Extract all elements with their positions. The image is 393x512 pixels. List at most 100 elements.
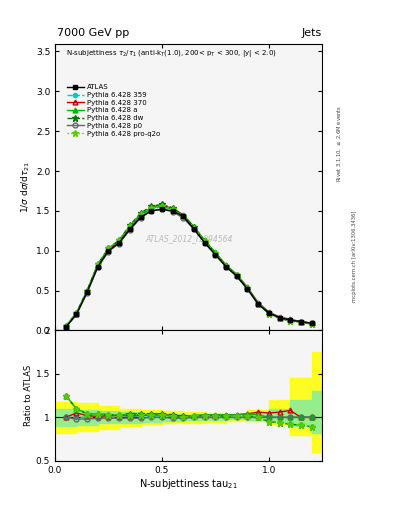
Pythia 6.428 pro-q2o — [95, 261, 100, 267]
ATLAS — [74, 311, 79, 317]
ATLAS — [85, 289, 90, 295]
ATLAS — [299, 318, 303, 325]
Pythia 6.428 p0 — [138, 215, 143, 221]
Pythia 6.428 a — [160, 203, 164, 209]
Line: ATLAS: ATLAS — [63, 207, 314, 330]
Pythia 6.428 dw — [117, 237, 121, 243]
Pythia 6.428 dw — [138, 210, 143, 217]
Pythia 6.428 370 — [170, 205, 175, 211]
X-axis label: N-subjettiness tau$_{21}$: N-subjettiness tau$_{21}$ — [139, 477, 238, 492]
Pythia 6.428 370 — [213, 250, 218, 256]
Line: Pythia 6.428 370: Pythia 6.428 370 — [63, 203, 314, 330]
Pythia 6.428 dw — [127, 222, 132, 228]
Y-axis label: 1/$\sigma$ d$\sigma$/d$\tau$$_{21}$: 1/$\sigma$ d$\sigma$/d$\tau$$_{21}$ — [19, 161, 31, 213]
ATLAS — [224, 264, 228, 270]
Text: mcplots.cern.ch [arXiv:1306.3436]: mcplots.cern.ch [arXiv:1306.3436] — [352, 210, 357, 302]
Pythia 6.428 370 — [202, 238, 207, 244]
ATLAS — [63, 324, 68, 330]
Pythia 6.428 a — [266, 310, 271, 316]
Text: 7000 GeV pp: 7000 GeV pp — [57, 28, 129, 38]
Pythia 6.428 a — [224, 262, 228, 268]
Pythia 6.428 p0 — [288, 317, 292, 323]
Pythia 6.428 pro-q2o — [288, 318, 292, 324]
Pythia 6.428 359 — [170, 206, 175, 212]
Pythia 6.428 a — [256, 300, 261, 306]
Pythia 6.428 p0 — [160, 206, 164, 212]
Pythia 6.428 pro-q2o — [245, 285, 250, 291]
Pythia 6.428 dw — [106, 245, 111, 251]
Pythia 6.428 dw — [63, 324, 68, 330]
Pythia 6.428 359 — [234, 273, 239, 279]
ATLAS — [245, 286, 250, 292]
Pythia 6.428 359 — [213, 251, 218, 258]
Pythia 6.428 dw — [85, 287, 90, 293]
Pythia 6.428 pro-q2o — [138, 211, 143, 217]
Pythia 6.428 pro-q2o — [213, 250, 218, 256]
ATLAS — [95, 264, 100, 270]
Pythia 6.428 dw — [202, 238, 207, 244]
Pythia 6.428 p0 — [192, 226, 196, 232]
Pythia 6.428 359 — [95, 264, 100, 270]
ATLAS — [256, 301, 261, 307]
Pythia 6.428 a — [170, 206, 175, 212]
Pythia 6.428 359 — [202, 240, 207, 246]
Pythia 6.428 p0 — [213, 251, 218, 258]
Pythia 6.428 359 — [127, 225, 132, 231]
Pythia 6.428 p0 — [277, 314, 282, 321]
Pythia 6.428 dw — [224, 263, 228, 269]
Pythia 6.428 dw — [160, 201, 164, 207]
Pythia 6.428 359 — [74, 311, 79, 317]
Pythia 6.428 p0 — [299, 318, 303, 325]
Pythia 6.428 dw — [149, 203, 154, 209]
Pythia 6.428 a — [117, 237, 121, 243]
Pythia 6.428 pro-q2o — [117, 237, 121, 243]
Pythia 6.428 370 — [245, 284, 250, 290]
Pythia 6.428 a — [181, 212, 185, 219]
Pythia 6.428 359 — [160, 204, 164, 210]
Pythia 6.428 p0 — [117, 241, 121, 247]
Pythia 6.428 pro-q2o — [266, 311, 271, 317]
Pythia 6.428 a — [106, 245, 111, 251]
Pythia 6.428 p0 — [256, 301, 261, 307]
Pythia 6.428 dw — [181, 212, 185, 219]
Text: Jets: Jets — [301, 28, 321, 38]
Pythia 6.428 dw — [95, 261, 100, 267]
ATLAS — [181, 214, 185, 220]
Pythia 6.428 p0 — [74, 311, 79, 317]
Pythia 6.428 a — [299, 318, 303, 325]
Pythia 6.428 a — [95, 261, 100, 267]
Pythia 6.428 p0 — [245, 286, 250, 292]
Pythia 6.428 a — [127, 223, 132, 229]
Pythia 6.428 359 — [85, 289, 90, 295]
Pythia 6.428 p0 — [85, 290, 90, 296]
Pythia 6.428 359 — [138, 214, 143, 220]
ATLAS — [106, 248, 111, 254]
ATLAS — [117, 240, 121, 246]
Pythia 6.428 370 — [85, 288, 90, 294]
Pythia 6.428 370 — [160, 202, 164, 208]
Pythia 6.428 a — [149, 205, 154, 211]
Pythia 6.428 370 — [309, 320, 314, 326]
Pythia 6.428 p0 — [234, 273, 239, 279]
ATLAS — [277, 314, 282, 321]
Pythia 6.428 dw — [299, 319, 303, 326]
Pythia 6.428 359 — [149, 206, 154, 212]
Pythia 6.428 pro-q2o — [277, 315, 282, 322]
ATLAS — [234, 273, 239, 279]
Pythia 6.428 pro-q2o — [309, 321, 314, 327]
Pythia 6.428 a — [277, 314, 282, 321]
Pythia 6.428 p0 — [95, 264, 100, 270]
Pythia 6.428 359 — [266, 310, 271, 316]
Pythia 6.428 pro-q2o — [85, 287, 90, 293]
Pythia 6.428 dw — [170, 205, 175, 211]
Line: Pythia 6.428 p0: Pythia 6.428 p0 — [63, 207, 314, 330]
Pythia 6.428 dw — [288, 318, 292, 324]
Text: N-subjettiness $\tau_2/\tau_1$ (anti-k$_T$(1.0), 200< p$_T$ < 300, |y| < 2.0): N-subjettiness $\tau_2/\tau_1$ (anti-k$_… — [66, 48, 276, 59]
Pythia 6.428 a — [192, 224, 196, 230]
ATLAS — [127, 226, 132, 232]
Pythia 6.428 359 — [256, 301, 261, 307]
Pythia 6.428 370 — [277, 314, 282, 320]
Pythia 6.428 a — [74, 310, 79, 316]
Pythia 6.428 dw — [234, 272, 239, 279]
Pythia 6.428 370 — [74, 311, 79, 317]
